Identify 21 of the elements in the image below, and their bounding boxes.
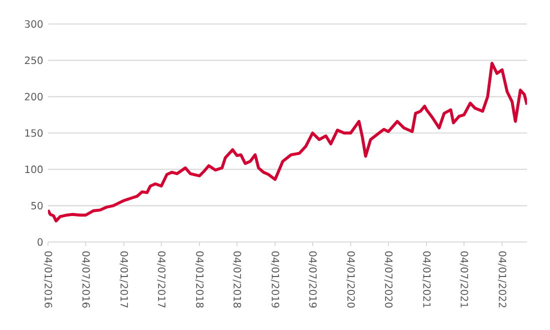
x-tick-label: 04/07/2020 — [384, 251, 393, 308]
y-tick-label: 150 — [25, 129, 43, 137]
y-tick-label: 100 — [25, 166, 43, 174]
x-tick-label: 04/01/2021 — [422, 251, 431, 308]
y-tick-label: 200 — [24, 92, 43, 100]
x-tick-label: 04/01/2016 — [44, 251, 52, 308]
y-tick-label: 300 — [24, 20, 43, 28]
x-tick-label: 04/07/2021 — [460, 251, 468, 308]
x-tick-label: 04/01/2019 — [270, 251, 280, 308]
y-tick-label: 0 — [38, 238, 43, 246]
y-tick-label: 250 — [24, 56, 43, 64]
x-tick-label: 04/01/2017 — [120, 251, 128, 308]
x-tick-label: 04/07/2016 — [82, 251, 90, 308]
x-tick-label: 04/07/2018 — [232, 251, 242, 308]
x-tick-label: 04/07/2019 — [308, 251, 317, 308]
x-tick-label: 04/07/2017 — [157, 251, 166, 308]
y-tick-label: 50 — [31, 202, 43, 210]
line-series — [48, 62, 527, 222]
x-tick-label: 04/01/2022 — [498, 251, 506, 308]
x-tick-label: 04/01/2020 — [346, 251, 355, 308]
x-tick-label: 04/01/2018 — [195, 251, 204, 308]
